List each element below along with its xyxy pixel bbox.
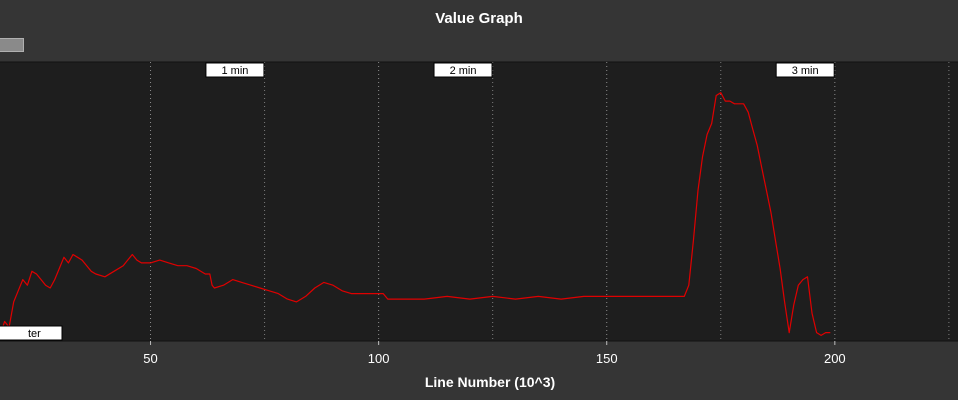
time-marker-label: 3 min xyxy=(792,65,819,77)
time-marker-box xyxy=(775,62,835,78)
legend-box xyxy=(0,325,63,341)
plot-area xyxy=(0,62,958,341)
time-marker-label: 1 min xyxy=(221,65,248,77)
x-tick-label: 200 xyxy=(824,351,846,366)
time-marker-box xyxy=(205,62,265,78)
time-marker-box xyxy=(433,62,493,78)
x-tick-label: 50 xyxy=(143,351,157,366)
chart-title: Value Graph xyxy=(435,10,523,27)
time-marker-label: 2 min xyxy=(450,65,477,77)
x-tick-label: 100 xyxy=(368,351,390,366)
x-tick-label: 150 xyxy=(596,351,618,366)
toolbar-button[interactable] xyxy=(0,38,24,52)
legend-label: ter xyxy=(28,328,41,340)
series-line xyxy=(0,92,831,336)
x-axis-label: Line Number (10^3) xyxy=(425,374,555,390)
